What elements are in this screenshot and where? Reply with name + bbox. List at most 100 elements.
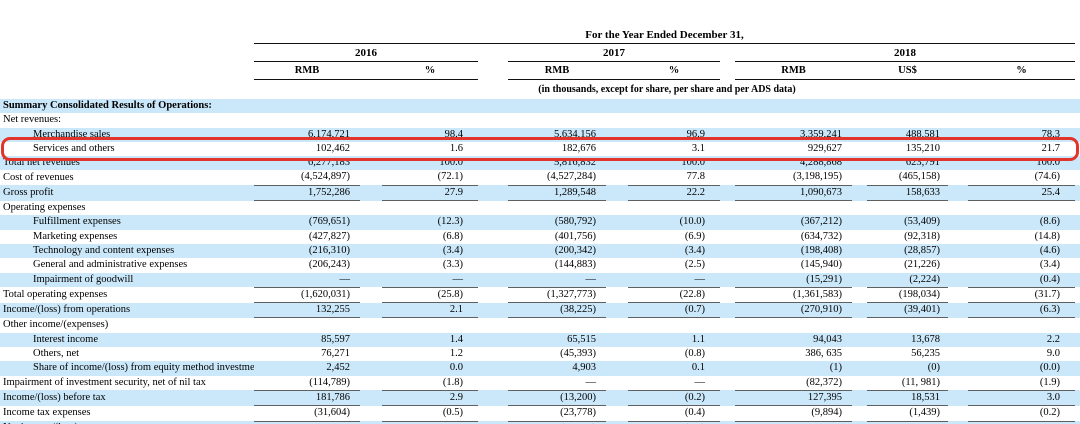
table-header: For the Year Ended December 31, 2016 201…: [0, 0, 1080, 99]
row-label: Total net revenues: [3, 157, 80, 169]
value-cell: 5,816,832: [554, 157, 596, 169]
value-cell: (2,224): [867, 272, 948, 288]
table-row: Technology and content expenses (216,310)…: [0, 243, 1080, 259]
value-cell: 3.0: [968, 390, 1075, 407]
value-cell: (0.6): [628, 421, 720, 424]
table-row: Fulfillment expenses (769,651) (12.3) (580,…: [0, 215, 1080, 230]
value-cell: (200,342): [554, 244, 596, 256]
table-row: Impairment of investment security, net o…: [0, 375, 1080, 391]
value-cell: 1,289,548: [508, 185, 606, 202]
value-cell: (144,883): [554, 259, 596, 271]
value-cell: 1.1: [691, 333, 705, 345]
value-cell: (3.4): [1039, 259, 1060, 271]
table-row: Services and others 102,462 1.6 182,676 3.1 9…: [0, 142, 1080, 156]
value-cell: (3.3): [442, 259, 463, 271]
value-cell: (114,789): [254, 375, 360, 391]
table-row: Net revenues:: [0, 113, 1080, 127]
col-header-usd-2018: US$: [867, 61, 948, 80]
value-cell: (1,327,773): [508, 287, 606, 304]
value-cell: 18,531: [867, 390, 948, 407]
row-label: Summary Consolidated Results of Operatio…: [3, 100, 212, 111]
value-cell: (1): [829, 362, 842, 374]
value-cell: (206,243): [308, 259, 350, 271]
value-cell: (216,310): [308, 244, 350, 256]
value-cell: (769,651): [308, 216, 350, 228]
value-cell: (0.7): [628, 302, 720, 319]
value-cell: [867, 318, 948, 333]
value-cell: (1,361,583): [735, 287, 852, 304]
row-label: Marketing expenses: [33, 230, 118, 242]
year-2018-label: 2018: [735, 43, 1075, 62]
table-row: Marketing expenses (427,827) (6.8) (401,756…: [0, 230, 1080, 244]
value-cell: [968, 318, 1075, 333]
value-cell: (2.5): [684, 259, 705, 271]
value-cell: (45,393): [560, 348, 596, 360]
value-cell: [254, 201, 360, 216]
value-cell: 182,676: [561, 142, 596, 154]
value-cell: 85,597: [321, 333, 350, 345]
value-cell: 25.4: [968, 185, 1075, 202]
value-cell: 1.2: [449, 348, 463, 360]
value-cell: (8.6): [1039, 216, 1060, 228]
years-row: 2016 2017 2018: [0, 43, 1080, 62]
table-row: Income/(loss) before tax 181,786 2.9 (13,20…: [0, 390, 1080, 407]
value-cell: 1,752,286: [254, 185, 360, 202]
row-label: Services and others: [33, 142, 115, 154]
row-label: Income/(loss) before tax: [3, 391, 106, 403]
value-cell: [508, 318, 606, 333]
value-cell: (0.5): [382, 405, 478, 422]
value-cell: (6.9): [684, 230, 705, 242]
col-header-pct-2017: %: [628, 61, 720, 80]
value-cell: (427,827): [308, 230, 350, 242]
value-cell: —: [382, 272, 478, 288]
value-cell: —: [628, 272, 720, 288]
value-cell: —: [254, 272, 360, 288]
value-cell: 5,634,156: [554, 128, 596, 140]
value-cell: 4,288,868: [800, 157, 842, 169]
value-cell: 0.0: [449, 362, 463, 374]
value-cell: [968, 99, 1075, 113]
value-cell: 100.0: [1036, 157, 1060, 169]
value-cell: (14.8): [1034, 230, 1060, 242]
value-cell: (0.0): [1039, 362, 1060, 374]
value-cell: —: [508, 272, 606, 288]
row-label: Operating expenses: [3, 201, 86, 213]
value-cell: (634,732): [800, 230, 842, 242]
value-cell: 181,786: [254, 390, 360, 407]
value-cell: (0): [927, 362, 940, 374]
value-cell: [735, 318, 852, 333]
value-cell: 98.4: [444, 128, 463, 140]
table-row: Net income/(loss)150,182 2.4 (36,978) (0.6)…: [0, 421, 1080, 424]
value-cell: (1,620,031): [254, 287, 360, 304]
value-cell: [382, 201, 478, 216]
value-cell: (198,408): [800, 244, 842, 256]
table-row: Gross profit 1,752,286 27.9 1,289,548 22.2 1,…: [0, 185, 1080, 202]
value-cell: 623,791: [905, 157, 940, 169]
value-cell: 9.0: [1046, 348, 1060, 360]
units-note-row: (in thousands, except for share, per sha…: [0, 80, 1080, 100]
value-cell: 94,043: [813, 333, 842, 345]
row-label: Merchandise sales: [33, 128, 111, 140]
value-cell: 0.1: [691, 362, 705, 374]
value-cell: (0.4): [628, 405, 720, 422]
value-cell: (36,978): [508, 421, 606, 424]
table-row: Total operating expenses (1,620,031) (25.8…: [0, 287, 1080, 304]
value-cell: [968, 201, 1075, 216]
value-cell: (12.3): [437, 216, 463, 228]
value-cell: (1.8): [382, 375, 478, 391]
col-header-rmb-2016: RMB: [254, 61, 360, 80]
value-cell: 2.7: [968, 421, 1075, 424]
row-label: Technology and content expenses: [33, 244, 175, 256]
value-cell: (10.0): [679, 216, 705, 228]
value-cell: (3.4): [442, 244, 463, 256]
row-label: Gross profit: [3, 186, 54, 198]
value-cell: (9,894): [735, 405, 852, 422]
value-cell: (3,198,195): [735, 170, 852, 186]
value-cell: (22.8): [628, 287, 720, 304]
value-cell: 102,462: [315, 142, 350, 154]
value-cell: (0.2): [968, 405, 1075, 422]
row-label: General and administrative expenses: [33, 259, 188, 271]
year-2016-label: 2016: [254, 43, 478, 62]
value-cell: 117,501: [735, 421, 852, 424]
